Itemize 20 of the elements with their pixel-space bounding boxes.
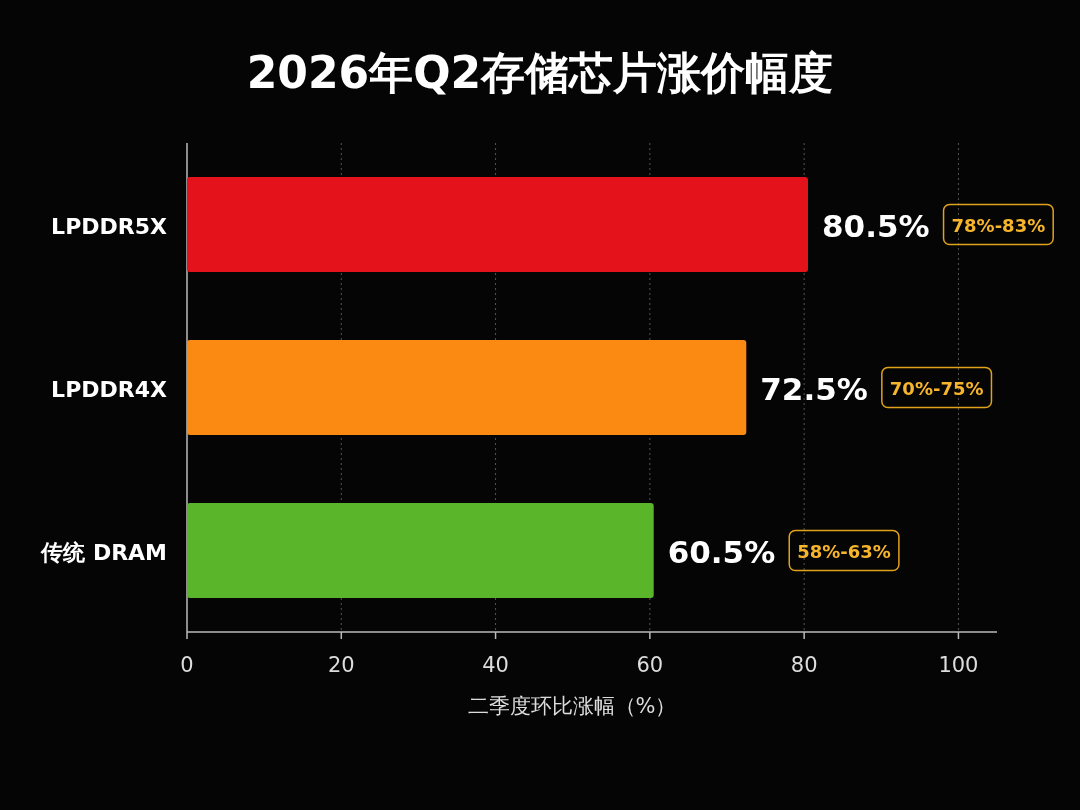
data-label: 72.5%: [760, 370, 868, 407]
annotation: 78%-83%: [951, 214, 1046, 236]
x-tick-label: 40: [482, 653, 509, 677]
chart-title: 2026年Q2存储芯片涨价幅度: [246, 47, 834, 98]
bar: [187, 503, 654, 598]
x-tick-label: 100: [938, 653, 979, 677]
data-label: 80.5%: [822, 207, 930, 244]
x-tick-label: 80: [790, 653, 818, 677]
data-label: 60.5%: [667, 533, 776, 570]
x-tick-label: 0: [180, 653, 194, 677]
x-tick-label: 20: [327, 653, 355, 677]
y-tick-label: 传统 DRAM: [40, 539, 167, 565]
y-tick-label: LPDDR4X: [51, 376, 168, 402]
annotation: 58%-63%: [797, 540, 891, 562]
bar: [187, 340, 747, 435]
annotation: 70%-75%: [889, 377, 984, 399]
y-tick-label: LPDDR5X: [51, 213, 168, 239]
x-axis-title: 二季度环比涨幅（%）: [467, 694, 677, 718]
x-tick-label: 60: [636, 653, 664, 677]
bar: [187, 177, 808, 272]
